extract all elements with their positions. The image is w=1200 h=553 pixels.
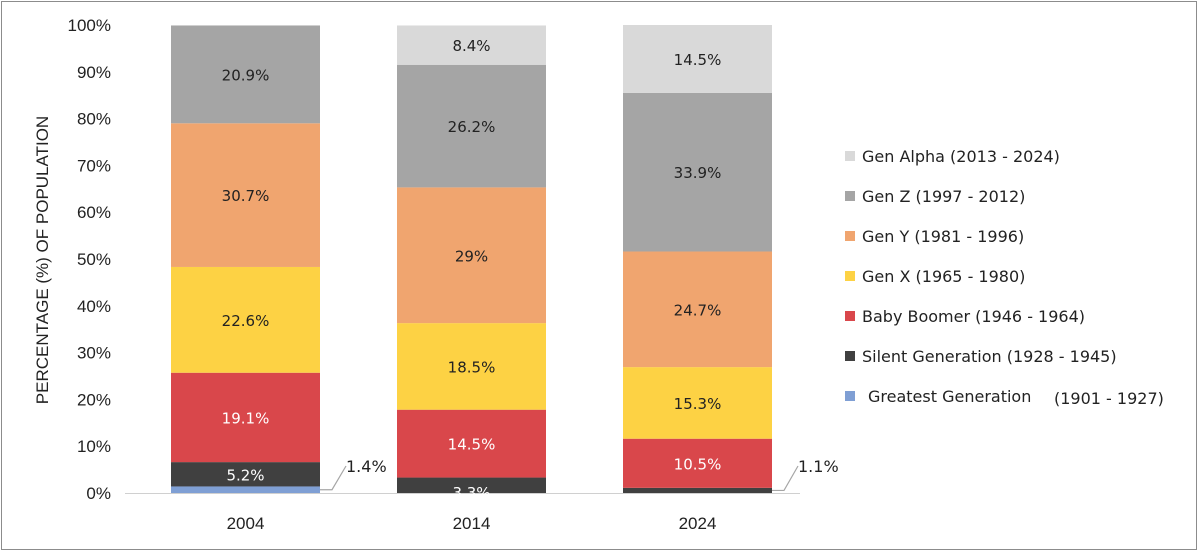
callout-leader-line	[320, 465, 347, 491]
legend-swatch	[845, 311, 855, 321]
data-label: 20.9%	[222, 66, 270, 84]
y-tick-label: 80%	[77, 110, 111, 129]
callouts: 1.4% 1.1%	[320, 457, 839, 492]
bar-segment	[623, 25, 772, 93]
data-label: 26.2%	[448, 118, 496, 136]
legend-label: Gen X (1965 - 1980)	[862, 267, 1025, 286]
callout-label: 1.4%	[346, 457, 387, 476]
y-tick-label: 10%	[77, 437, 111, 456]
legend-label: Gen Y (1981 - 1996)	[862, 227, 1024, 246]
bar-segment	[623, 92, 772, 252]
data-label: 15.3%	[674, 395, 722, 413]
y-tick-label: 0%	[86, 484, 111, 503]
bar-segment	[623, 487, 772, 493]
legend-label: Greatest Generation	[868, 387, 1031, 406]
bar-segment	[171, 123, 320, 267]
x-tick-label: 2004	[227, 514, 265, 533]
legend-swatch	[845, 151, 855, 161]
data-label: 10.5%	[674, 455, 722, 473]
bar-segment	[397, 409, 546, 478]
data-label: 18.5%	[448, 358, 496, 376]
legend-swatch	[845, 351, 855, 361]
bar-segment	[623, 438, 772, 488]
bar-segment	[171, 25, 320, 124]
data-label: 19.1%	[222, 409, 270, 427]
legend-swatch	[845, 191, 855, 201]
bar-segment	[623, 251, 772, 368]
data-label: 30.7%	[222, 187, 270, 205]
legend-label: Baby Boomer (1946 - 1964)	[862, 307, 1085, 326]
legend-label: Gen Z (1997 - 2012)	[862, 187, 1025, 206]
bar-segment	[171, 266, 320, 373]
bar-segment	[397, 25, 546, 65]
data-label: 33.9%	[674, 164, 722, 182]
y-tick-label: 50%	[77, 250, 111, 269]
legend: Gen Alpha (2013 - 2024) Gen Z (1997 - 201…	[845, 147, 1164, 408]
callout-label: 1.1%	[798, 457, 839, 476]
y-tick-label: 100%	[68, 16, 111, 35]
bar-segment	[397, 323, 546, 410]
data-labels: 5.2% 3.3% 19.1% 14.5% 10.5% 22.6% 18.5% 15.3% 30…	[222, 37, 722, 502]
data-label: 3.3%	[452, 484, 490, 502]
legend-label: Silent Generation (1928 - 1945)	[862, 347, 1117, 366]
bar-segment	[397, 187, 546, 324]
bar-segment	[397, 477, 546, 493]
callout-leader-line	[772, 465, 799, 492]
data-label: 14.5%	[674, 51, 722, 69]
bars	[171, 25, 772, 493]
y-tick-label: 70%	[77, 156, 111, 175]
legend-swatch	[845, 391, 855, 401]
legend-label-years: (1901 - 1927)	[1054, 389, 1164, 408]
data-label: 14.5%	[448, 436, 496, 454]
data-label: 8.4%	[452, 37, 490, 55]
y-tick-label: 60%	[77, 203, 111, 222]
data-label: 29%	[455, 247, 488, 265]
data-label: 5.2%	[226, 466, 264, 484]
legend-swatch	[845, 271, 855, 281]
y-tick-label: 30%	[77, 344, 111, 363]
data-label: 22.6%	[222, 312, 270, 330]
y-axis-title: PERCENTAGE (%) OF POPULATION	[33, 116, 52, 404]
bar-segment	[397, 64, 546, 188]
y-tick-label: 20%	[77, 390, 111, 409]
bar-segment	[171, 486, 320, 493]
bar-segment	[171, 372, 320, 463]
x-tick-label: 2024	[679, 514, 717, 533]
legend-label: Gen Alpha (2013 - 2024)	[862, 147, 1060, 166]
data-label: 24.7%	[674, 301, 722, 319]
y-tick-label: 90%	[77, 63, 111, 82]
y-tick-label: 40%	[77, 297, 111, 316]
legend-swatch	[845, 231, 855, 241]
x-tick-label: 2014	[453, 514, 491, 533]
bar-segment	[623, 367, 772, 439]
y-axis: 0% 10% 20% 30% 40% 50% 60% 70% 80% 90% 100% 2004 201…	[68, 16, 800, 533]
bar-segment	[171, 462, 320, 487]
